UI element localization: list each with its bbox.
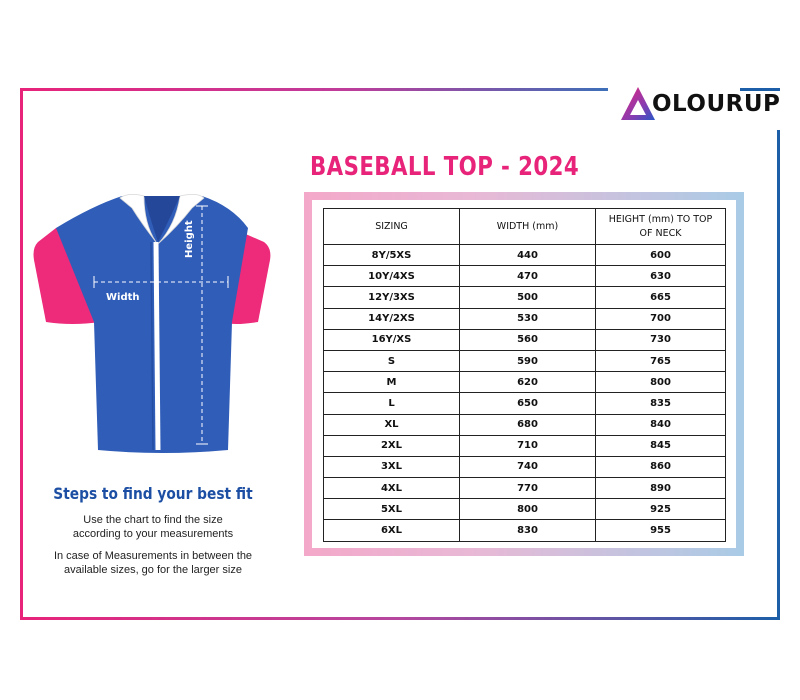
frame-bottom-border	[20, 617, 780, 620]
height-cell: 925	[595, 498, 726, 521]
table-row: XL 680 840	[323, 413, 726, 436]
height-cell: 840	[595, 413, 726, 436]
height-cell: 765	[595, 349, 726, 373]
steps-note: In case of Measurements in between the a…	[22, 549, 284, 577]
table-row: 16Y/XS 560 730	[323, 328, 726, 351]
brand-logo: OLOURUP	[618, 84, 780, 124]
steps-instruction-line2: according to your measurements	[72, 528, 234, 540]
size-table-frame: SIZING WIDTH (mm) HEIGHT (mm) TO TOP OF …	[304, 192, 744, 556]
table-row: S 590 765	[323, 349, 726, 373]
page-title: BASEBALL TOP - 2024	[310, 152, 580, 182]
height-cell: 955	[595, 519, 726, 542]
width-cell: 440	[459, 243, 596, 267]
size-cell: 5XL	[323, 498, 460, 521]
size-cell: 10Y/4XS	[323, 265, 460, 288]
steps-note-line2: available sizes, go for the larger size	[64, 564, 242, 576]
steps-instruction-line1: Use the chart to find the size	[83, 514, 223, 526]
size-cell: 4XL	[323, 477, 460, 500]
size-cell: 6XL	[323, 519, 460, 542]
height-cell: 860	[595, 455, 726, 479]
table-header-row: SIZING WIDTH (mm) HEIGHT (mm) TO TOP OF …	[323, 208, 726, 245]
header-height-line2: OF NECK	[639, 227, 682, 239]
size-cell: S	[323, 349, 460, 373]
size-cell: 8Y/5XS	[323, 243, 460, 267]
table-row: M 620 800	[323, 371, 726, 394]
width-cell: 470	[459, 265, 596, 288]
steps-instruction: Use the chart to find the size according…	[22, 513, 284, 541]
size-cell: 14Y/2XS	[323, 307, 460, 330]
width-cell: 530	[459, 307, 596, 330]
width-cell: 620	[459, 371, 596, 394]
table-row: 12Y/3XS 500 665	[323, 286, 726, 309]
width-cell: 710	[459, 434, 596, 457]
table-row: 10Y/4XS 470 630	[323, 265, 726, 288]
frame-left-border	[20, 88, 23, 620]
size-chart-table: SIZING WIDTH (mm) HEIGHT (mm) TO TOP OF …	[323, 208, 726, 542]
height-cell: 665	[595, 286, 726, 309]
table-row: 4XL 770 890	[323, 477, 726, 500]
width-cell: 830	[459, 519, 596, 542]
header-height: HEIGHT (mm) TO TOP OF NECK	[595, 208, 726, 245]
width-cell: 650	[459, 392, 596, 415]
brand-name: OLOURUP	[652, 91, 781, 117]
height-cell: 835	[595, 392, 726, 415]
width-cell: 740	[459, 455, 596, 479]
frame-top-border	[20, 88, 608, 91]
size-cell: 2XL	[323, 434, 460, 457]
width-cell: 500	[459, 286, 596, 309]
header-width: WIDTH (mm)	[459, 208, 596, 245]
steps-title: Steps to find your best fit	[53, 484, 253, 503]
table-row: 2XL 710 845	[323, 434, 726, 457]
height-cell: 730	[595, 328, 726, 351]
width-cell: 590	[459, 349, 596, 373]
width-label: Width	[106, 292, 140, 303]
height-cell: 845	[595, 434, 726, 457]
colourup-logo-icon	[621, 87, 655, 120]
height-cell: 800	[595, 371, 726, 394]
size-cell: 12Y/3XS	[323, 286, 460, 309]
table-row: L 650 835	[323, 392, 726, 415]
height-cell: 600	[595, 243, 726, 267]
size-cell: 16Y/XS	[323, 328, 460, 351]
size-cell: L	[323, 392, 460, 415]
collar-shape	[119, 194, 157, 243]
frame-top-right-border	[740, 88, 780, 91]
baseball-top-illustration: Height Width	[33, 194, 271, 453]
width-cell: 560	[459, 328, 596, 351]
table-row: 14Y/2XS 530 700	[323, 307, 726, 330]
size-cell: XL	[323, 413, 460, 436]
size-cell: M	[323, 371, 460, 394]
table-row: 3XL 740 860	[323, 455, 726, 479]
table-row: 5XL 800 925	[323, 498, 726, 521]
width-cell: 680	[459, 413, 596, 436]
width-cell: 770	[459, 477, 596, 500]
table-row: 8Y/5XS 440 600	[323, 243, 726, 267]
frame-right-border	[777, 130, 780, 620]
size-table-container: SIZING WIDTH (mm) HEIGHT (mm) TO TOP OF …	[312, 200, 736, 548]
height-cell: 630	[595, 265, 726, 288]
height-label: Height	[184, 220, 195, 258]
table-row: 6XL 830 955	[323, 519, 726, 542]
width-cell: 800	[459, 498, 596, 521]
header-sizing: SIZING	[323, 208, 460, 245]
header-height-line1: HEIGHT (mm) TO TOP	[608, 213, 713, 225]
steps-note-line1: In case of Measurements in between the	[53, 550, 253, 562]
size-cell: 3XL	[323, 455, 460, 479]
height-cell: 700	[595, 307, 726, 330]
height-cell: 890	[595, 477, 726, 500]
